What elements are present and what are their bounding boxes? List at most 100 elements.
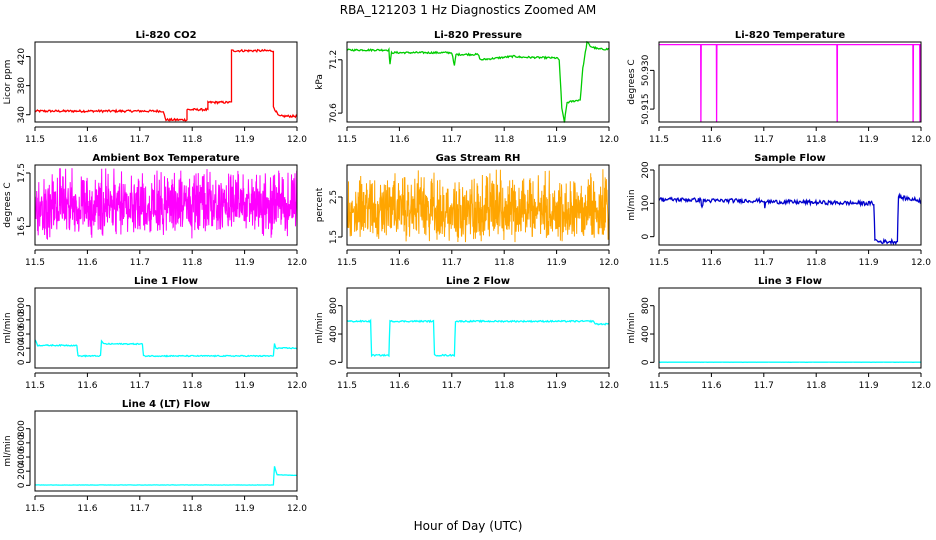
x-tick-label: 11.7: [130, 258, 150, 268]
y-axis-label: percent: [315, 187, 325, 222]
x-tick-label: 11.5: [25, 258, 45, 268]
x-tick-label: 11.6: [77, 135, 97, 145]
x-tick-label: 11.7: [754, 381, 774, 391]
plot-frame: [346, 164, 610, 246]
y-tick-label: 340: [17, 106, 27, 123]
x-tick-label: 11.7: [130, 381, 150, 391]
panel-title: Li-820 CO2: [135, 30, 196, 41]
x-tick-label: 11.5: [337, 135, 357, 145]
chart-panel: Li-820 Temperature 11.5 11.6 11.7 11.8 11.9 12…: [627, 30, 931, 145]
x-tick-label: 11.6: [701, 381, 721, 391]
series-line: [346, 318, 610, 358]
x-tick-label: 11.7: [130, 504, 150, 514]
x-tick-label: 11.8: [182, 135, 202, 145]
y-tick-label: 100: [641, 194, 651, 211]
panel-title: Line 1 Flow: [134, 276, 198, 287]
y-tick-label: 800: [17, 420, 27, 437]
x-tick-label: 11.6: [389, 258, 409, 268]
x-tick-label: 11.9: [859, 135, 879, 145]
panel-title: Line 3 Flow: [758, 276, 822, 287]
figure-x-axis-label: Hour of Day (UTC): [414, 519, 523, 533]
plot-frame: [346, 41, 610, 123]
x-tick-label: 11.9: [547, 381, 567, 391]
y-tick-label: 50.915: [641, 93, 651, 125]
x-tick-label: 11.8: [494, 258, 514, 268]
y-axis-label: Licor ppm: [3, 60, 13, 105]
y-tick-label: 380: [17, 77, 27, 94]
chart-panel: Gas Stream RH 11.5 11.6 11.7 11.8 11.9 12.0 1.5…: [315, 153, 619, 268]
x-tick-label: 11.9: [547, 135, 567, 145]
y-tick-label: 0: [641, 359, 651, 365]
chart-panel: Sample Flow 11.5 11.6 11.7 11.8 11.9 12.0 0 100 2…: [627, 153, 931, 268]
x-tick-label: 11.6: [77, 504, 97, 514]
plot-frame: [346, 287, 610, 369]
y-tick-label: 800: [17, 297, 27, 314]
y-axis-label: ml/min: [3, 435, 13, 466]
panel-title: Li-820 Temperature: [735, 30, 845, 41]
x-tick-label: 11.7: [754, 258, 774, 268]
x-tick-label: 11.5: [337, 381, 357, 391]
plot-frame: [34, 41, 298, 123]
plot-frame: [658, 287, 922, 369]
y-tick-label: 0: [17, 482, 27, 488]
y-tick-label: 600: [17, 434, 27, 451]
x-tick-label: 11.5: [25, 135, 45, 145]
x-tick-label: 12.0: [287, 381, 307, 391]
x-tick-label: 11.7: [442, 381, 462, 391]
x-tick-label: 12.0: [287, 135, 307, 145]
figure-title: RBA_121203 1 Hz Diagnostics Zoomed AM: [340, 3, 596, 17]
chart-panel: Li-820 Pressure 11.5 11.6 11.7 11.8 11.9 12.0 7…: [315, 30, 619, 145]
chart-panel: Line 2 Flow 11.5 11.6 11.7 11.8 11.9 12.0 0 400 8…: [315, 276, 619, 391]
panel-title: Sample Flow: [754, 153, 826, 164]
y-tick-label: 16.5: [17, 216, 27, 236]
x-tick-label: 11.8: [806, 381, 826, 391]
x-tick-label: 12.0: [287, 504, 307, 514]
chart-panel: Li-820 CO2 11.5 11.6 11.7 11.8 11.9 12.0 340 380…: [3, 30, 307, 145]
y-tick-label: 800: [641, 297, 651, 314]
y-tick-label: 200: [641, 161, 651, 178]
panel-title: Line 2 Flow: [446, 276, 510, 287]
y-axis-label: kPa: [315, 74, 325, 90]
x-tick-label: 11.6: [389, 135, 409, 145]
x-tick-label: 11.8: [182, 258, 202, 268]
x-tick-label: 11.6: [77, 258, 97, 268]
y-tick-label: 400: [17, 325, 27, 342]
y-tick-label: 17.5: [17, 163, 27, 183]
plot-frame: [34, 164, 298, 246]
series-line: [34, 339, 298, 358]
x-tick-label: 11.8: [182, 381, 202, 391]
x-tick-label: 11.9: [235, 258, 255, 268]
x-tick-label: 11.9: [235, 504, 255, 514]
y-tick-label: 400: [641, 325, 651, 342]
y-tick-label: 800: [329, 297, 339, 314]
series-line: [34, 168, 298, 240]
x-tick-label: 12.0: [599, 381, 619, 391]
plot-frame: [34, 287, 298, 369]
y-tick-label: 0: [17, 359, 27, 365]
x-tick-label: 12.0: [911, 258, 931, 268]
y-tick-label: 0: [329, 359, 339, 365]
plot-frame: [658, 164, 922, 246]
x-tick-label: 11.7: [130, 135, 150, 145]
y-tick-label: 400: [17, 448, 27, 465]
x-tick-label: 11.8: [494, 381, 514, 391]
x-tick-label: 11.7: [442, 258, 462, 268]
x-tick-label: 11.6: [701, 258, 721, 268]
x-tick-label: 11.8: [182, 504, 202, 514]
y-axis-label: ml/min: [627, 189, 637, 220]
y-tick-label: 2.5: [329, 190, 339, 204]
x-tick-label: 11.5: [25, 381, 45, 391]
series-line: [346, 169, 610, 243]
x-tick-label: 11.9: [235, 381, 255, 391]
chart-panel: Line 4 (LT) Flow 11.5 11.6 11.7 11.8 11.9 12.0…: [3, 399, 307, 514]
y-tick-label: 200: [17, 462, 27, 479]
y-tick-label: 0: [641, 234, 651, 240]
x-tick-label: 12.0: [599, 135, 619, 145]
x-tick-label: 11.9: [859, 258, 879, 268]
series-line: [346, 40, 610, 123]
x-tick-label: 11.5: [649, 135, 669, 145]
y-tick-label: 71.2: [329, 50, 339, 70]
series-line: [658, 192, 922, 246]
